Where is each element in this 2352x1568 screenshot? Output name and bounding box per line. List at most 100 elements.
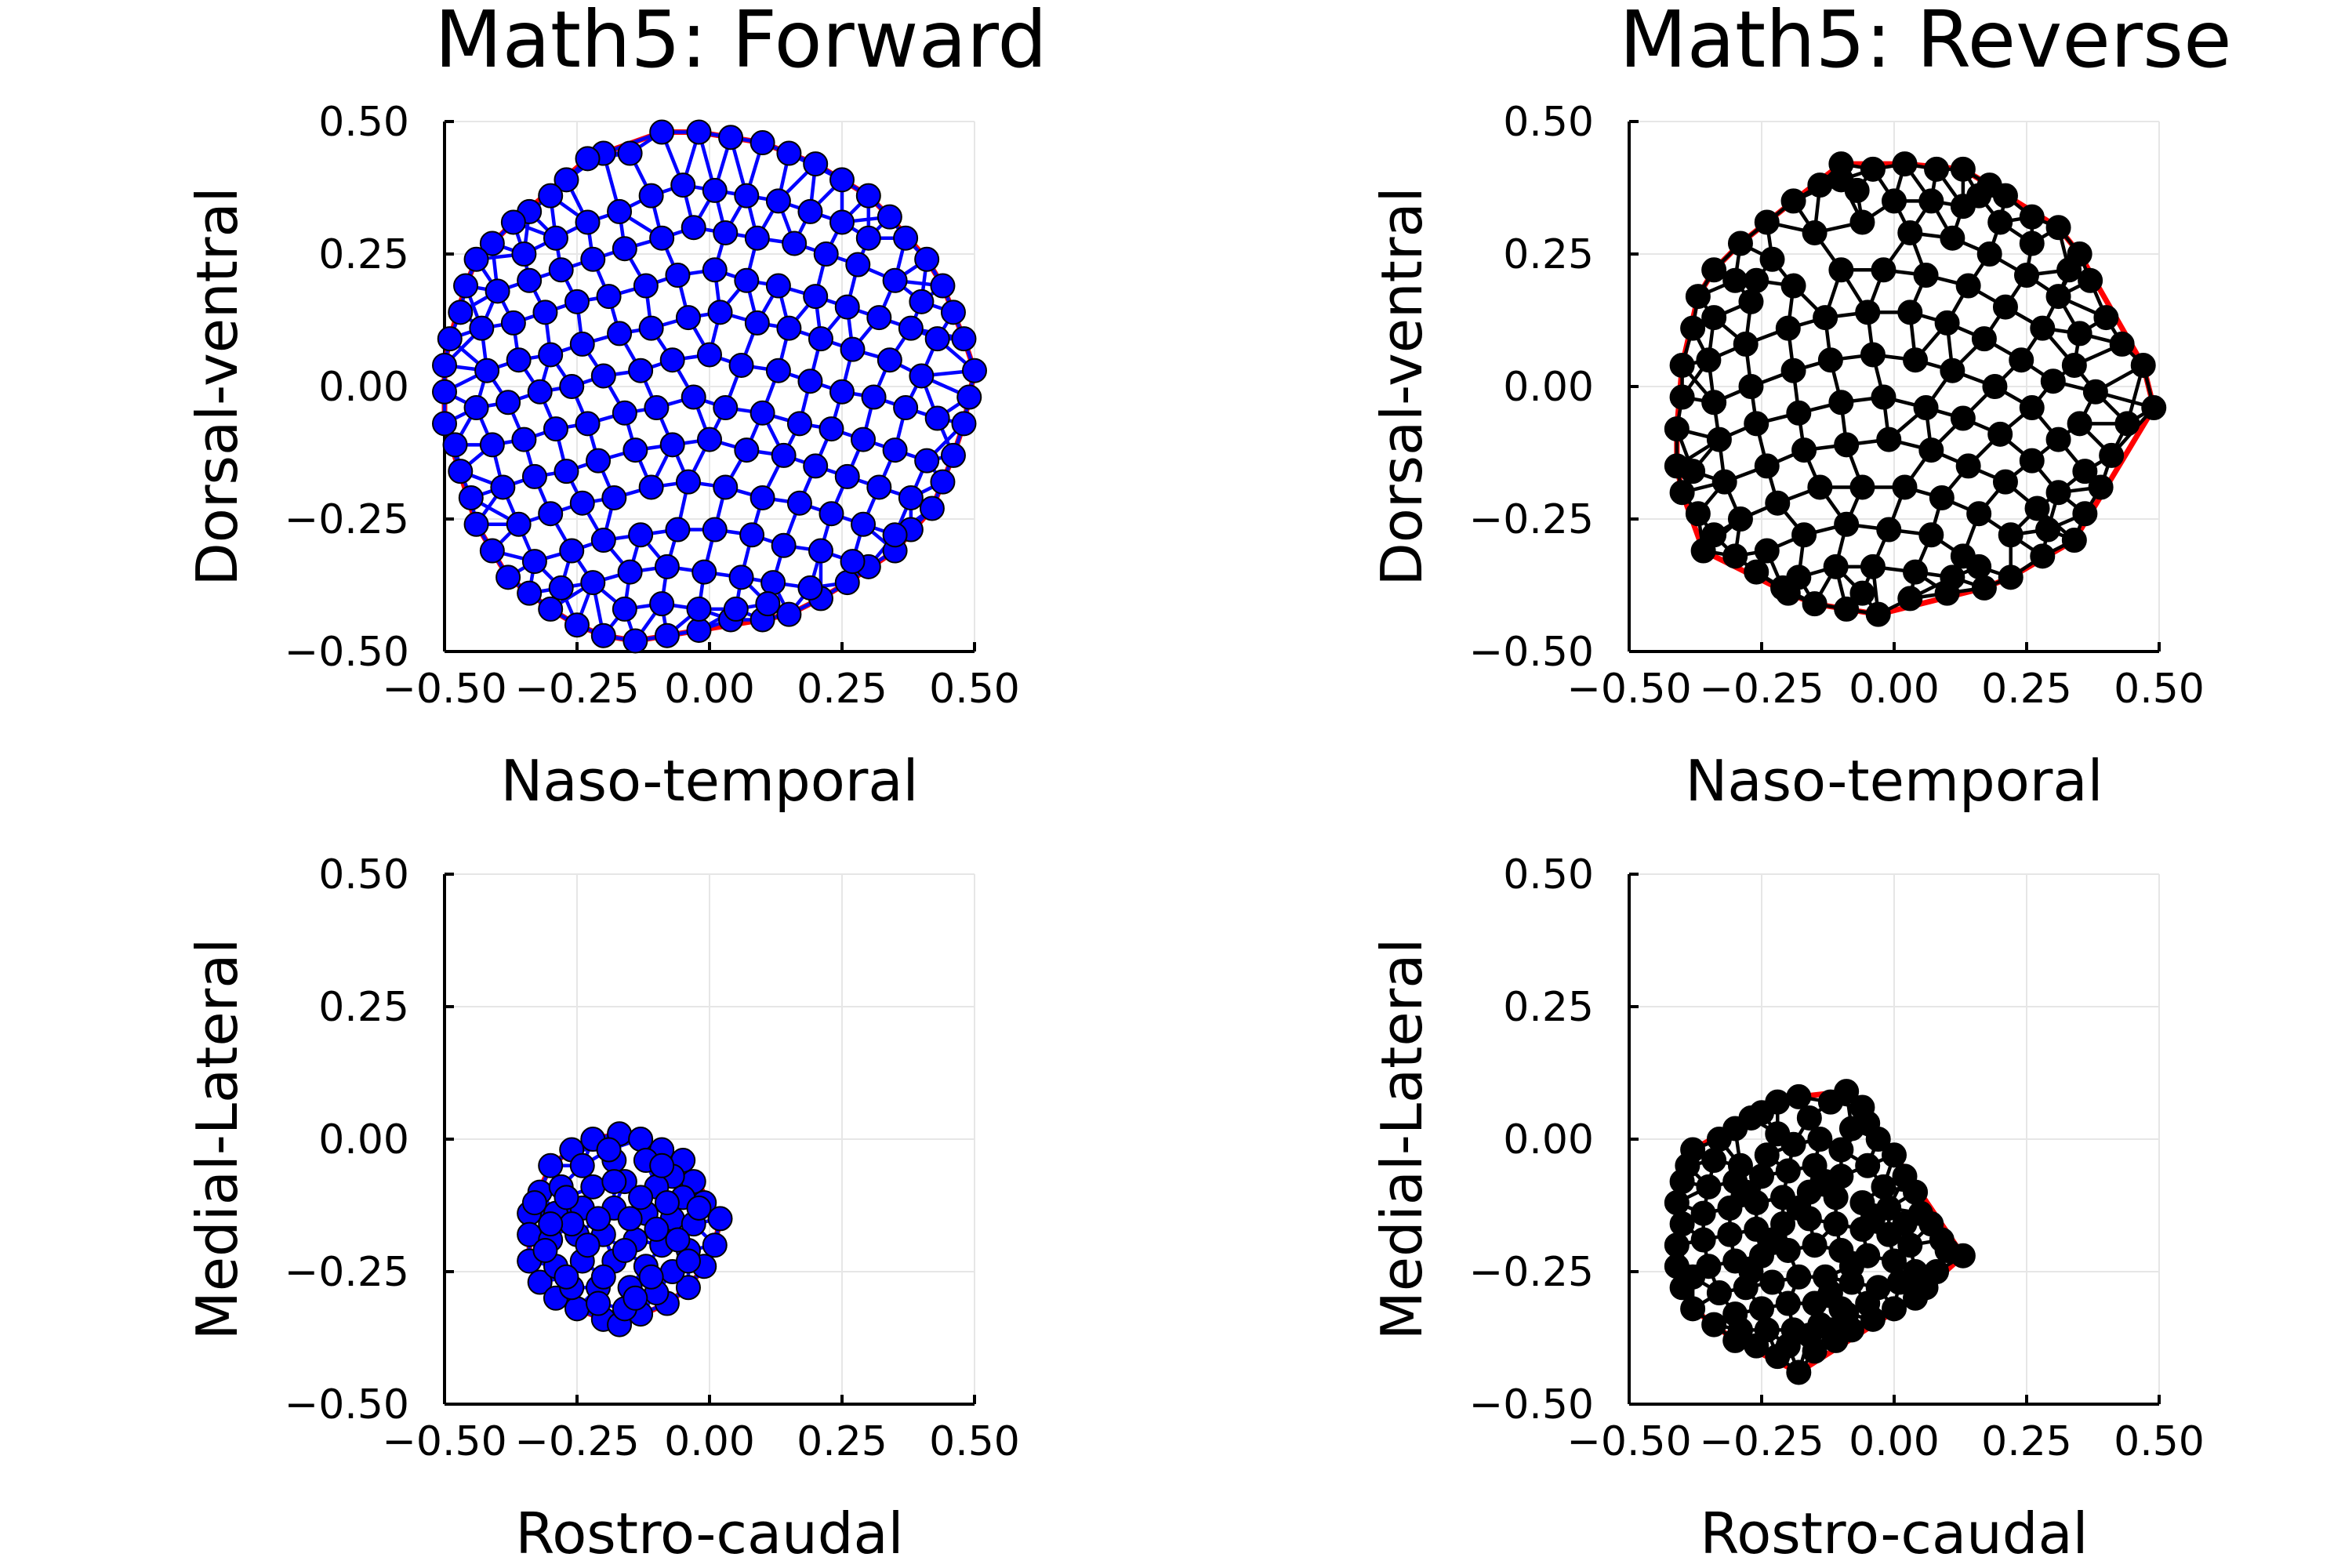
y-tick-label: −0.50 [285,629,409,676]
data-point [940,299,966,325]
data-point [543,225,568,251]
data-point [1955,273,1981,299]
data-point [2061,352,2087,378]
data-point [851,426,877,452]
data-point [898,315,924,341]
data-point [500,209,526,235]
data-point [622,628,648,654]
data-point [1892,151,1918,177]
data-point [861,384,887,410]
y-axis-title: Dorsal-ventral [1369,187,1435,586]
data-point [1855,1290,1881,1316]
data-point [617,559,643,585]
data-point [786,490,812,516]
data-point [453,273,479,299]
data-point [803,284,829,310]
data-point [707,1206,733,1232]
data-point [1940,564,1965,590]
data-point [654,622,680,648]
data-point [681,384,706,410]
data-point [590,622,616,648]
x-tick-label: 0.50 [929,666,1020,713]
data-point [1775,1158,1801,1184]
y-tick-label: 0.50 [1503,99,1594,146]
data-point [1834,596,1860,622]
data-point [1733,331,1759,357]
y-tick-label: −0.25 [1469,496,1594,543]
data-point [855,183,881,209]
data-point [1791,437,1817,463]
data-point [1817,1317,1843,1343]
y-tick-label: −0.50 [1469,629,1594,676]
data-point [686,1195,712,1221]
data-point [586,1290,612,1316]
data-point [1701,257,1727,283]
data-point [500,310,526,336]
data-point [1992,294,2018,320]
data-point [1780,358,1806,383]
data-point [654,1190,680,1216]
data-point [1701,1148,1727,1174]
data-point [1817,1280,1843,1306]
data-point [517,580,543,606]
data-point [479,432,505,458]
data-point [686,617,712,643]
data-point [734,183,760,209]
data-point [702,517,728,543]
x-tick-label: −0.25 [514,666,639,713]
data-point [2045,284,2071,310]
data-point [765,358,791,383]
data-point [617,140,643,166]
data-point [866,474,892,500]
data-point [2109,331,2135,357]
data-point [1669,1211,1695,1237]
data-point [691,559,717,585]
data-point [1897,299,1923,325]
data-point [1786,400,1812,426]
data-point [2040,368,2066,394]
data-point [559,538,585,564]
chart-panel-1: −0.50−0.50−0.25−0.250.000.000.250.250.50… [184,0,1047,814]
data-point [1664,1232,1690,1258]
data-point [1786,1083,1812,1109]
data-point [1690,538,1716,564]
data-point [469,315,495,341]
y-tick-label: −0.25 [1469,1249,1594,1296]
data-point [1992,183,2018,209]
y-axis-title: Medial-Lateral [1369,938,1435,1341]
data-point [1744,559,1769,585]
data-point [543,416,568,442]
y-tick-label: 0.25 [1503,231,1594,278]
data-point [866,305,892,331]
data-point [448,459,474,485]
data-point [575,146,601,172]
data-point [2093,305,2119,331]
data-point [1966,501,1992,527]
data-point [845,252,871,278]
data-point [1680,1296,1706,1322]
data-point [665,1227,691,1253]
y-tick-label: 0.00 [318,364,409,411]
data-point [675,469,701,495]
data-point [1759,246,1785,272]
data-point [633,273,659,299]
data-point [1966,554,1992,579]
data-point [575,209,601,235]
data-point [1664,1190,1690,1216]
data-point [479,538,505,564]
data-point [659,432,685,458]
data-point [649,1152,675,1178]
plot-area [1664,1079,1976,1385]
chart-title: Math5: Reverse [1619,0,2231,85]
data-point [1765,1089,1791,1115]
data-point [432,411,457,437]
data-point [2082,379,2108,405]
data-point [829,209,855,235]
data-point [1834,432,1860,458]
x-tick-label: −0.50 [1566,666,1691,713]
data-point [495,390,521,416]
data-point [1754,1142,1780,1168]
data-point [463,395,489,421]
data-point [1701,305,1727,331]
